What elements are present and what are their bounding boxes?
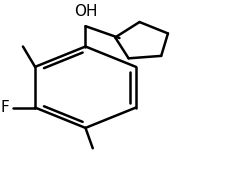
- Text: OH: OH: [74, 4, 97, 19]
- Text: F: F: [1, 100, 10, 115]
